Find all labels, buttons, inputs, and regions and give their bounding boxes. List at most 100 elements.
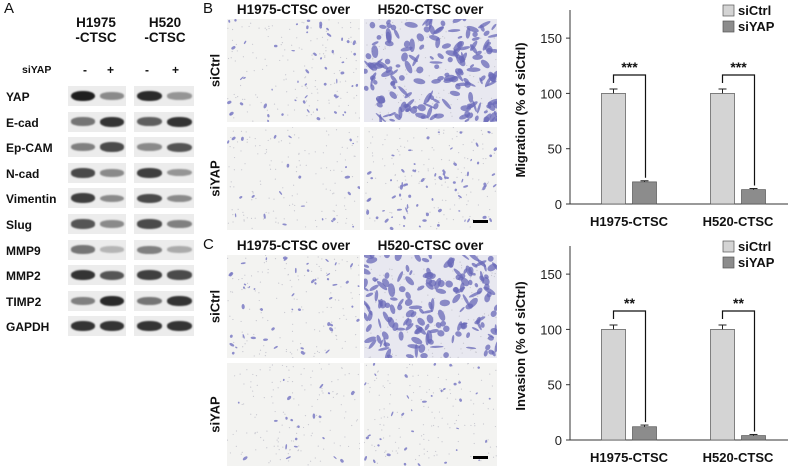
blot-band xyxy=(167,92,192,100)
blot-band xyxy=(167,169,192,177)
blot-band xyxy=(71,143,95,152)
lane-label: + xyxy=(172,63,180,77)
significance-bracket xyxy=(721,310,756,432)
blot-band xyxy=(167,246,192,253)
blot-band xyxy=(100,142,124,152)
blot-band xyxy=(167,295,192,306)
blot-strip xyxy=(134,290,194,311)
y-tick-label: 150 xyxy=(540,267,562,282)
panel-letter-c: C xyxy=(203,236,214,253)
blot-strip xyxy=(134,265,194,286)
lane-label: + xyxy=(107,63,115,77)
significance-bracket xyxy=(721,74,756,186)
bar xyxy=(741,189,766,205)
bar xyxy=(710,93,735,205)
protein-label: N-cad xyxy=(6,166,40,181)
scale-bar xyxy=(473,456,488,459)
blot-band xyxy=(71,219,95,229)
blot-strip xyxy=(134,111,194,132)
blot-strip xyxy=(134,162,194,183)
blot-band xyxy=(71,321,95,332)
blot-band xyxy=(137,193,162,204)
blot-band xyxy=(71,168,95,178)
significance-label: ** xyxy=(733,295,744,311)
bar xyxy=(632,426,657,441)
micrograph-row-label: siYAP xyxy=(207,395,223,433)
significance-bracket xyxy=(612,74,647,178)
blot-band xyxy=(167,142,192,152)
scale-bar xyxy=(473,220,488,223)
micrograph-column-header: H1975-CTSC over xyxy=(236,238,351,253)
y-tick-label: 150 xyxy=(540,31,562,46)
blot-strip xyxy=(134,137,194,158)
legend-swatch xyxy=(722,240,735,253)
blot-line-name-1: H520 xyxy=(148,15,182,30)
y-tick-label: 0 xyxy=(555,433,562,448)
micrograph-invasion-1-1 xyxy=(364,363,497,466)
legend-label: siYAP xyxy=(738,19,775,34)
micrograph-migration-0-1 xyxy=(364,19,497,122)
protein-label: YAP xyxy=(6,90,30,104)
category-label: H1975-CTSC xyxy=(590,450,669,465)
blot-band xyxy=(100,220,124,228)
blot-band xyxy=(100,92,124,100)
blot-strip xyxy=(68,265,126,286)
blot-strip xyxy=(68,316,126,337)
protein-label: Vimentin xyxy=(6,192,57,207)
category-label: H1975-CTSC xyxy=(590,214,669,229)
blot-strip xyxy=(68,86,126,106)
blot-band xyxy=(100,246,124,253)
panel-letter-b: B xyxy=(203,0,214,17)
blot-band xyxy=(71,245,95,254)
blot-band xyxy=(71,90,95,102)
blot-band xyxy=(137,296,162,305)
legend-swatch xyxy=(722,256,735,269)
blot-band xyxy=(71,296,95,305)
blot-line-name-2: -CTSC xyxy=(75,30,117,45)
blot-band xyxy=(100,116,124,127)
protein-label: E-cad xyxy=(6,115,39,130)
blot-band xyxy=(167,321,192,332)
legend-label: siCtrl xyxy=(738,3,771,18)
blot-band xyxy=(100,270,124,280)
micrograph-migration-1-1 xyxy=(364,127,497,230)
blot-band xyxy=(167,194,192,203)
micrograph-migration-1-0 xyxy=(227,127,360,230)
blot-band xyxy=(71,193,95,204)
blot-strip xyxy=(134,239,194,260)
micrograph-row-label: siCtrl xyxy=(207,289,223,323)
category-label: H520-CTSC xyxy=(703,450,774,465)
significance-bracket xyxy=(612,310,647,423)
migration-chart: 0 50 100 150 Migration (% of siCtrl) *** H1975… xyxy=(513,3,788,229)
protein-label: Slug xyxy=(6,218,32,232)
invasion-chart: 0 50 100 150 Invasion (% of siCtrl) ** H1975-C… xyxy=(513,239,788,465)
blot-strip xyxy=(68,214,126,234)
blot-band xyxy=(137,117,162,127)
protein-label: MMP2 xyxy=(6,269,41,284)
significance-label: *** xyxy=(730,59,747,75)
blot-band xyxy=(100,295,124,306)
blot-band xyxy=(137,167,162,178)
blot-band xyxy=(137,219,162,229)
y-tick-label: 100 xyxy=(540,322,562,337)
micrograph-row-label: siYAP xyxy=(207,159,223,197)
blot-band xyxy=(137,143,162,152)
blot-strip xyxy=(134,316,194,337)
legend-label: siYAP xyxy=(738,255,775,270)
blot-band xyxy=(137,321,162,332)
blot-line-name-2: -CTSC xyxy=(144,30,186,45)
blot-band xyxy=(100,168,124,177)
y-tick-label: 50 xyxy=(548,378,562,393)
micrograph-invasion-0-1 xyxy=(364,255,497,358)
micrograph-invasion-1-0 xyxy=(227,363,360,466)
blot-band xyxy=(71,117,95,126)
blot-strip xyxy=(134,188,194,209)
blot-strip xyxy=(68,239,126,260)
micrograph-migration-0-0 xyxy=(227,19,360,122)
legend-label: siCtrl xyxy=(738,239,771,254)
legend-swatch xyxy=(722,4,735,17)
blot-strip xyxy=(134,214,194,234)
lane-label: - xyxy=(83,63,87,77)
blot-band xyxy=(167,220,192,228)
